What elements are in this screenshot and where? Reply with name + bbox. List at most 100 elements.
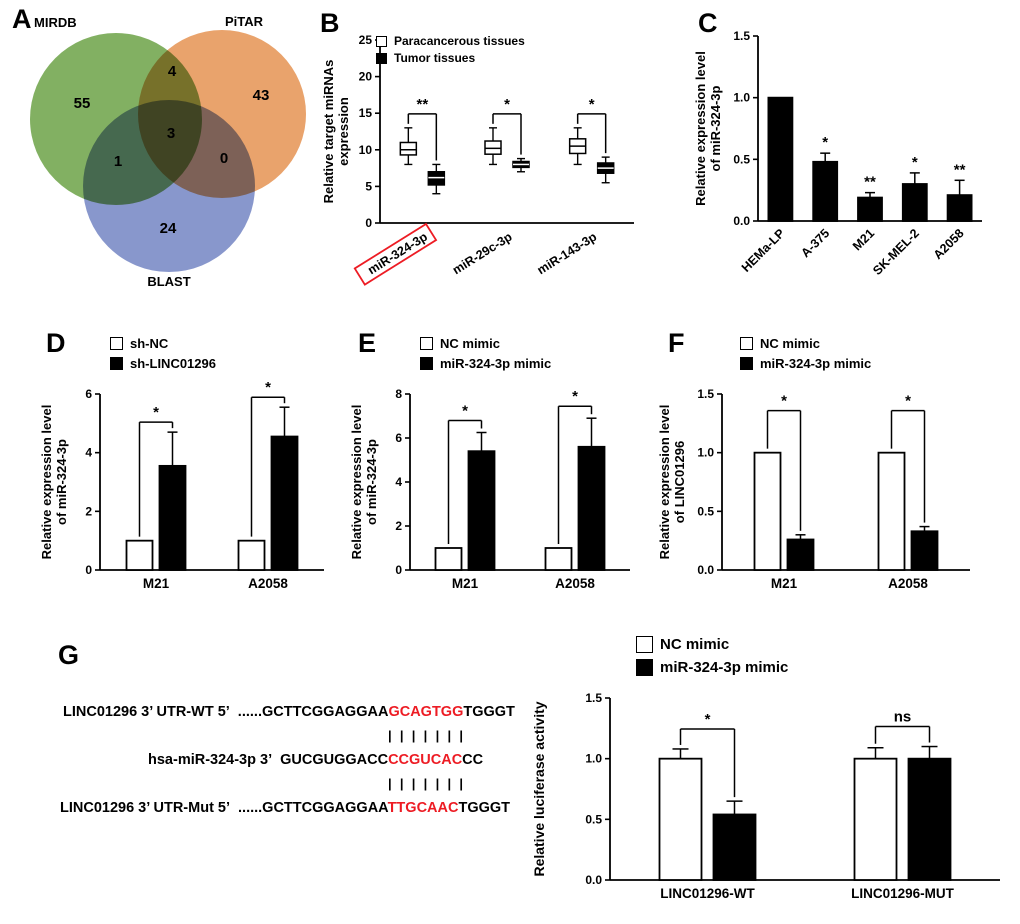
y-tick-label: 0.5: [733, 152, 750, 166]
x-tick-label: M21: [452, 576, 479, 591]
sequence-alignment: LINC01296 3’ UTR-WT 5’ ......GCTTCGGAGGAA…: [36, 700, 522, 820]
legend-label: miR-324-3p mimic: [760, 356, 872, 371]
bar: [946, 194, 973, 222]
x-tick-label: LINC01296-MUT: [851, 886, 955, 901]
venn-circles: [30, 30, 306, 272]
legend-entry: NC mimic: [420, 336, 551, 351]
legend-label: miR-324-3p mimic: [440, 356, 552, 371]
legend: NC mimic miR-324-3p mimic: [740, 336, 871, 376]
match-pipe: |: [411, 728, 416, 743]
sequence-suffix: TGGGT: [463, 704, 515, 720]
barchart-sh-linc01296: 0 2 4 6 Relative expression levelof miR-324-…: [36, 328, 342, 620]
panel-label-a: A: [12, 4, 32, 34]
legend-label: NC mimic: [760, 336, 820, 351]
y-tick-label: 20: [359, 70, 373, 84]
panel-f-barchart: F 0.0 0.5 1.0 1.5 Relative expression levelo…: [654, 328, 1018, 620]
venn-count-only-mirdb: 55: [74, 95, 91, 112]
y-tick-label: 6: [395, 431, 402, 445]
sequence-prefix: GUCGUGGACC: [280, 752, 389, 768]
x-tick-group: miR-143-3p: [535, 229, 600, 277]
venn-count-only-pitar: 43: [253, 87, 270, 104]
sequence-label-wt: LINC01296 3’ UTR-WT 5’: [63, 704, 230, 720]
bar: [767, 96, 794, 222]
bar: [786, 538, 815, 571]
bar: [125, 539, 154, 571]
x-tick-label: A2058: [555, 576, 595, 591]
y-axis-label-line: Relative expression level: [349, 405, 364, 560]
chart-svg: 0.0 0.5 1.0 1.5 Relative expression levelof …: [693, 29, 982, 278]
y-tick-label: 4: [395, 475, 402, 489]
significance-label: *: [705, 711, 711, 728]
match-pipe: |: [399, 776, 404, 791]
venn-label-blast: BLAST: [147, 274, 190, 289]
panel-label-b: B: [320, 8, 340, 38]
bar: [907, 757, 952, 881]
chart-svg: 0.0 0.5 1.0 1.5 Relative luciferase activity…: [531, 691, 1000, 901]
panel-g-sequences: G LINC01296 3’ UTR-WT 5’ ......GCTTCGGAGG…: [36, 636, 522, 922]
venn-circle-blast: [83, 100, 255, 272]
legend-swatch-white: [110, 337, 123, 350]
significance-label: **: [954, 161, 966, 178]
sequence-seed-mirna: CCGUCAC: [388, 752, 463, 768]
x-tick-label: A2058: [248, 576, 288, 591]
x-tick-label: SK-MEL-2: [870, 226, 922, 278]
legend: NC mimic miR-324-3p mimic: [636, 636, 788, 682]
panel-c-barchart: C 0.0 0.5 1.0 1.5 Relative expression levelo…: [690, 8, 1020, 313]
y-axis-label: Relative expression levelof LINC01296: [657, 405, 687, 560]
chart-svg: 0 5 10 15 20 25 Relative target miRNAsexpressi…: [321, 33, 634, 286]
y-tick-label: 2: [395, 519, 402, 533]
match-pipe: |: [388, 728, 392, 743]
significance-label: *: [781, 393, 787, 410]
y-tick-label: 1.5: [733, 29, 750, 43]
legend-swatch-white: [636, 636, 653, 653]
legend-swatch-black: [110, 357, 123, 370]
legend-swatch-black: [420, 357, 433, 370]
x-tick-label: A2058: [888, 576, 928, 591]
sequence-prefix: ......GCTTCGGAGGAA: [238, 800, 388, 816]
highlight-box: [353, 222, 438, 286]
barchart-linc01296-level: 0.0 0.5 1.0 1.5 Relative expression levelof …: [654, 328, 1018, 620]
bar: [577, 445, 606, 571]
legend-label: miR-324-3p mimic: [660, 659, 789, 676]
y-tick-label: 0: [85, 563, 92, 577]
y-axis-label-line: of miR-324-3p: [708, 85, 723, 171]
box: [399, 141, 418, 156]
sequence-suffix: CC: [462, 752, 484, 768]
barchart-mir324-cell-lines: 0.0 0.5 1.0 1.5 Relative expression levelof …: [690, 8, 1020, 313]
panel-label-d: D: [46, 328, 66, 358]
venn-count-all-three: 3: [167, 125, 175, 142]
y-axis-label-line: expression: [336, 97, 351, 166]
y-tick-label: 2: [85, 504, 92, 518]
y-tick-label: 1.0: [733, 91, 750, 105]
y-tick-label: 1.5: [585, 691, 602, 705]
venn-diagram: MIRDB PiTAR BLAST 55 43 24 4 1 0 3: [30, 14, 306, 289]
panel-label-f: F: [668, 328, 685, 358]
legend-entry: sh-NC: [110, 336, 216, 351]
sequence-binding-site-wt: GCAGTGG: [388, 704, 464, 720]
significance-label: *: [265, 379, 271, 396]
legend-swatch-white: [740, 337, 753, 350]
barchart-mir324-mimic: 0 2 4 6 8 Relative expression levelof miR-324…: [346, 328, 646, 620]
y-tick-label: 1.5: [697, 387, 714, 401]
bar: [853, 757, 898, 881]
x-tick-label: A-375: [798, 226, 832, 260]
significance-label: **: [416, 96, 428, 113]
sequence-prefix: ......GCTTCGGAGGAA: [237, 704, 389, 720]
sequence-label-mirna: hsa-miR-324-3p 3’: [148, 752, 273, 768]
bar: [467, 450, 496, 571]
y-tick-label: 8: [395, 387, 402, 401]
legend-swatch-white: [376, 35, 387, 47]
y-axis-label: Relative expression levelof miR-324-3p: [39, 405, 69, 560]
legend-entry: sh-LINC01296: [110, 356, 216, 371]
y-axis-label-line: Relative expression level: [693, 51, 708, 206]
panel-e-barchart: E 0 2 4 6 8 Relative expression levelof miR-3…: [346, 328, 646, 620]
x-tick-group: miR-324-3p: [353, 222, 438, 286]
match-pipe: |: [411, 776, 416, 791]
legend-label: Tumor tissues: [394, 51, 476, 65]
y-tick-label: 4: [85, 446, 92, 460]
match-pipe: |: [447, 776, 452, 791]
match-pipe: |: [459, 728, 463, 743]
venn-count-only-blast: 24: [160, 220, 177, 237]
match-marks-bottom: | | | | | | |: [388, 772, 463, 796]
bar: [158, 464, 187, 571]
